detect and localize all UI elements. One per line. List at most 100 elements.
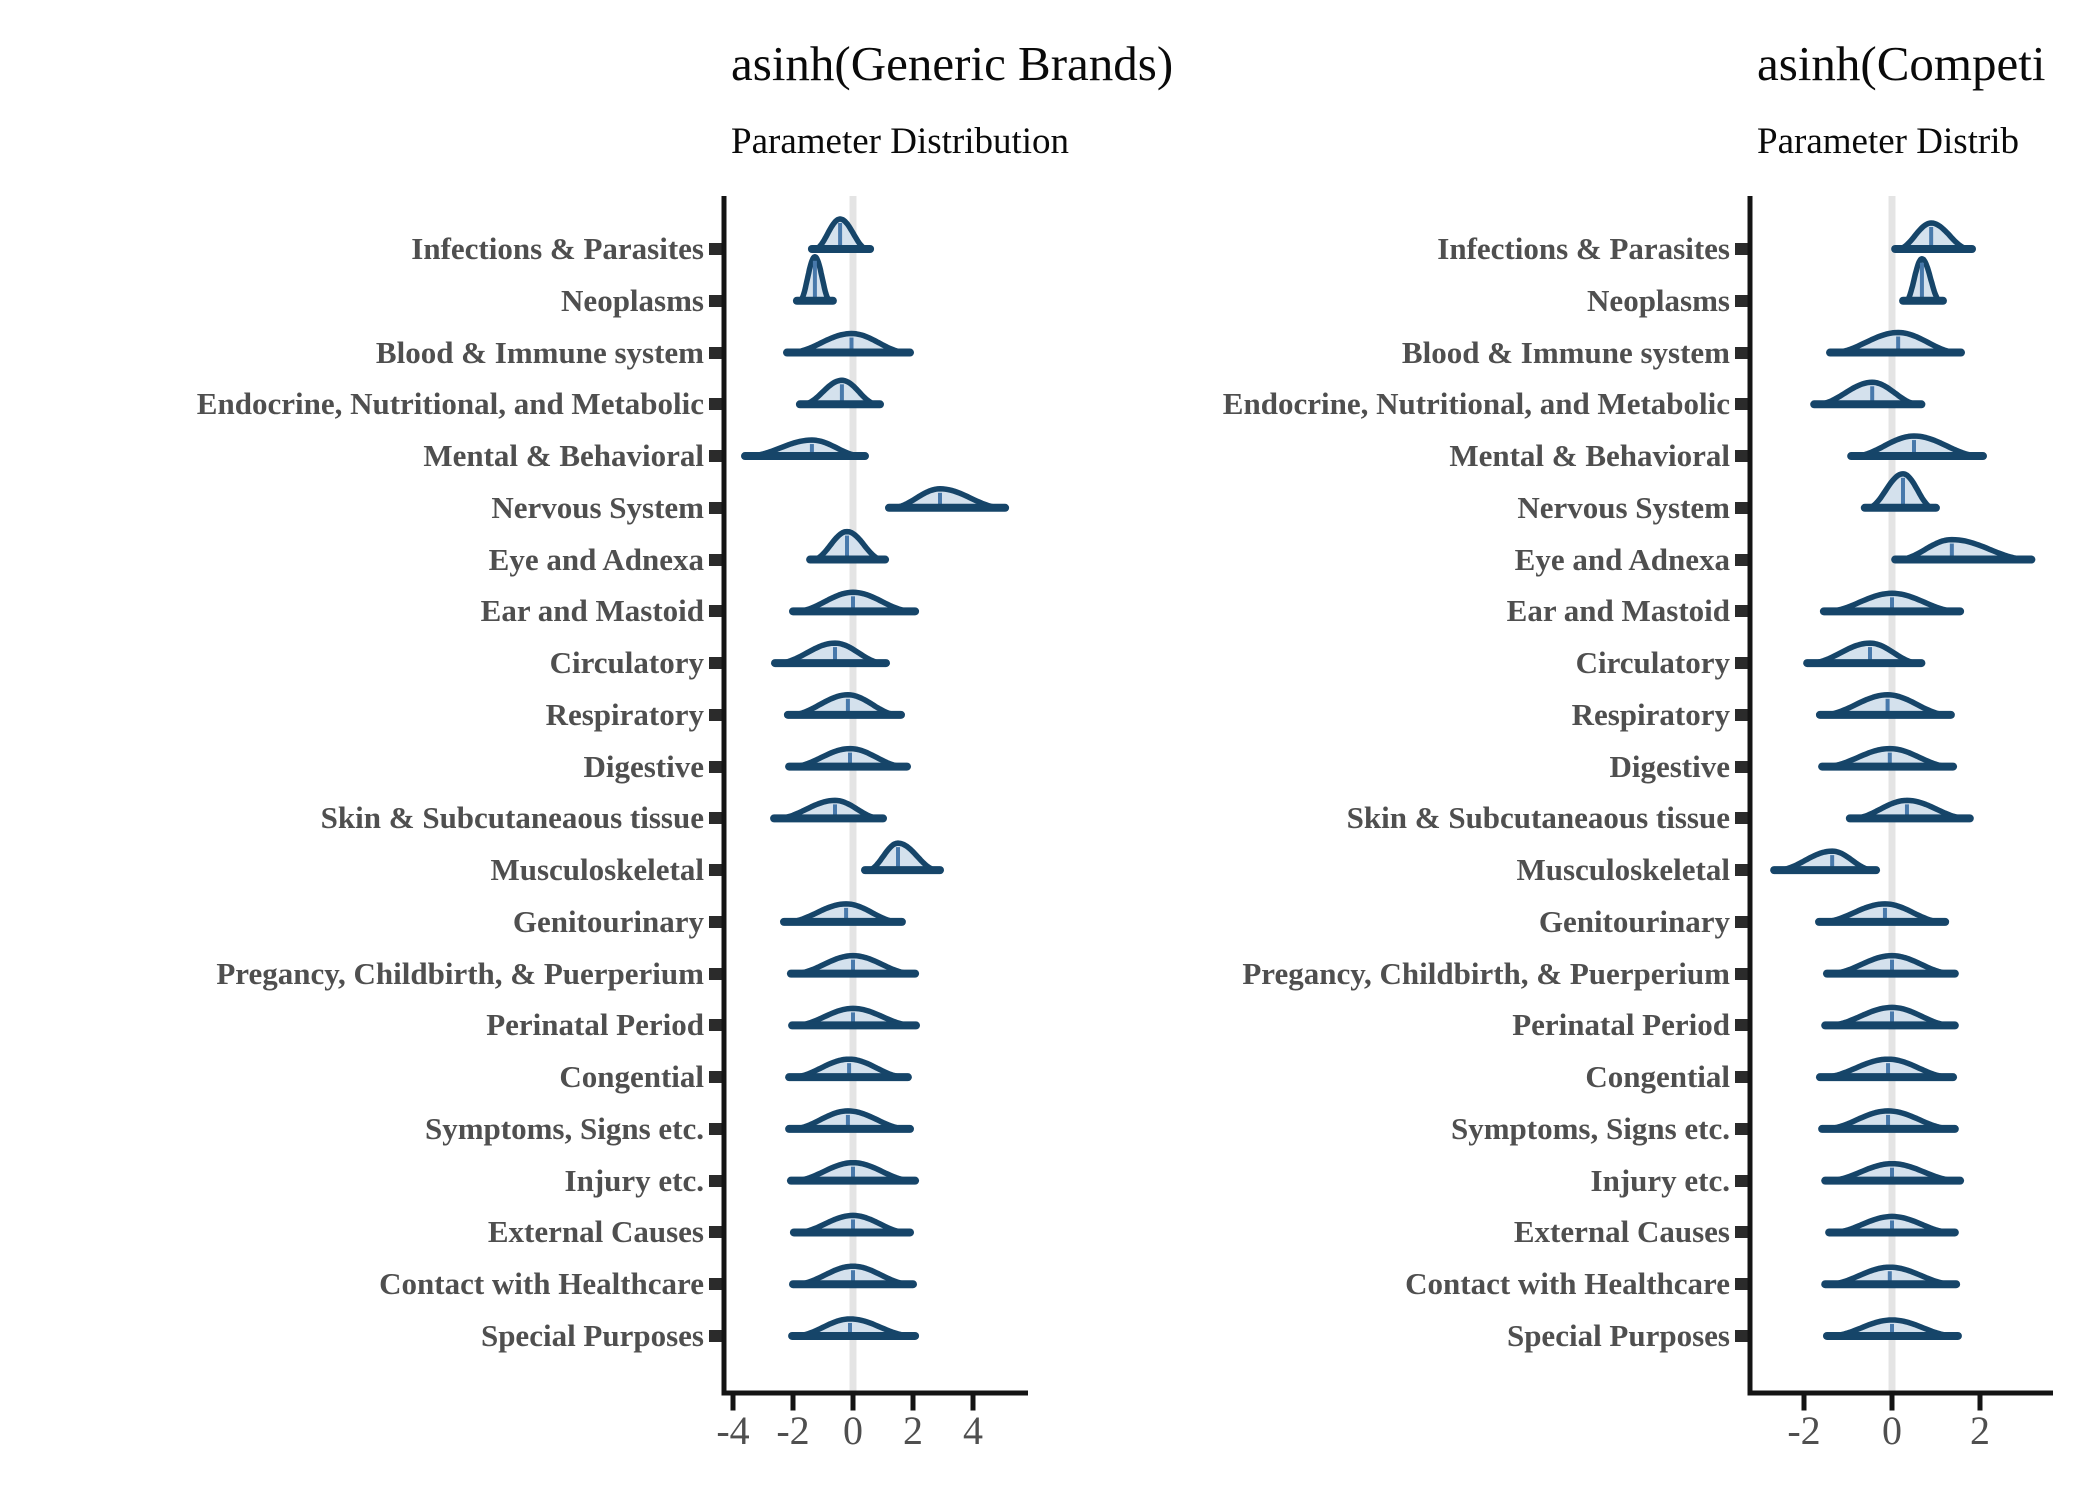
- density-curve: [788, 692, 901, 718]
- category-label: Blood & Immune system: [375, 334, 704, 370]
- category-label: Perinatal Period: [1512, 1007, 1730, 1043]
- y-axis-tick: [1735, 812, 1749, 825]
- category-label: Endocrine, Nutritional, and Metabolic: [1222, 386, 1730, 422]
- category-label: Eye and Adnexa: [488, 541, 704, 577]
- category-label: Ear and Mastoid: [480, 593, 704, 629]
- x-axis-tick: [1801, 1395, 1807, 1411]
- y-axis-tick: [709, 812, 723, 825]
- density-curve: [1830, 329, 1961, 356]
- x-tick-label: -2: [776, 1408, 810, 1453]
- category-label: Skin & Subcutaneaous tissue: [1346, 800, 1730, 836]
- y-axis-tick: [709, 1329, 723, 1342]
- panel-title: asinh(Competi: [1757, 36, 2046, 91]
- y-axis-tick: [1735, 1019, 1749, 1032]
- x-axis-tick: [970, 1395, 976, 1411]
- category-label: Infections & Parasites: [1437, 231, 1730, 266]
- density-curve: [1814, 379, 1922, 408]
- ridge-row: [1845, 797, 1974, 823]
- y-axis-tick: [709, 553, 723, 566]
- category-label: Nervous System: [1517, 489, 1730, 525]
- x-axis-tick: [1977, 1395, 1983, 1411]
- ridge-row: [1891, 536, 2036, 564]
- density-curve: [1820, 692, 1951, 718]
- category-label: Endocrine, Nutritional, and Metabolic: [196, 386, 704, 422]
- category-label: Musculoskeletal: [1516, 852, 1730, 888]
- ridge-row: [885, 486, 1010, 512]
- ridge-row: [1818, 1108, 1959, 1133]
- category-label: Pregancy, Childbirth, & Puerperium: [216, 955, 704, 991]
- y-axis-tick: [709, 760, 723, 773]
- y-axis-tick: [1735, 1174, 1749, 1187]
- x-tick-label: -2: [1787, 1408, 1821, 1453]
- ridge-row: [1821, 1004, 1959, 1030]
- y-axis-tick: [709, 294, 723, 307]
- category-label: Mental & Behavioral: [423, 438, 704, 474]
- category-label: Ear and Mastoid: [1506, 593, 1730, 629]
- x-tick-label: 0: [1882, 1408, 1902, 1453]
- category-label: Special Purposes: [480, 1317, 704, 1353]
- y-axis-tick: [1735, 243, 1749, 255]
- y-axis-tick: [709, 450, 723, 463]
- ridge-row: [770, 797, 887, 823]
- category-label: Contact with Healthcare: [379, 1266, 704, 1302]
- ridge-row: [783, 330, 914, 357]
- category-label: Special Purposes: [1506, 1317, 1730, 1353]
- y-axis-tick: [1735, 1226, 1749, 1239]
- ridge-row: [785, 1056, 912, 1082]
- y-axis-tick: [1735, 915, 1749, 928]
- category-label: Infections & Parasites: [411, 231, 704, 266]
- y-axis-tick: [709, 1019, 723, 1032]
- y-axis-tick: [1735, 760, 1749, 773]
- y-axis-tick: [1735, 1122, 1749, 1135]
- y-axis-tick: [1735, 294, 1749, 307]
- y-axis-tick: [1735, 553, 1749, 566]
- ridge-row: [783, 692, 905, 719]
- ridge-row: [792, 254, 837, 305]
- ridge-row: [806, 528, 890, 564]
- ridge-row: [795, 377, 884, 409]
- y-axis-tick: [1735, 864, 1749, 877]
- x-axis-tick: [850, 1395, 856, 1411]
- category-label: Pregancy, Childbirth, & Puerperium: [1242, 955, 1730, 991]
- ridge-row: [786, 952, 920, 978]
- y-axis-tick: [709, 864, 723, 877]
- y-axis-line: [721, 196, 727, 1396]
- ridge-row: [785, 745, 911, 771]
- ridge-row: [807, 216, 875, 253]
- panel-subtitle: Parameter Distrib: [1757, 121, 2019, 162]
- y-axis-tick: [709, 398, 723, 411]
- ridge-row: [788, 1316, 920, 1340]
- ridge-row: [1815, 1056, 1958, 1082]
- category-label: Injury etc.: [564, 1162, 704, 1198]
- y-axis-tick: [709, 243, 723, 255]
- zero-gridline: [849, 196, 857, 1391]
- density-curve: [775, 640, 886, 666]
- zero-gridline: [1888, 196, 1896, 1391]
- ridge-row: [789, 589, 920, 616]
- x-axis-tick: [910, 1395, 916, 1411]
- y-axis-tick: [709, 501, 723, 514]
- y-axis-tick: [709, 1174, 723, 1187]
- y-axis-tick: [709, 1071, 723, 1084]
- y-axis-tick: [1735, 398, 1749, 411]
- ridge-row: [1825, 1213, 1959, 1237]
- y-axis-tick: [709, 915, 723, 928]
- y-axis-tick: [709, 1122, 723, 1135]
- category-label: Genitourinary: [512, 903, 704, 939]
- x-tick-label: 4: [963, 1408, 983, 1453]
- density-curve: [1895, 220, 1972, 252]
- y-axis-tick: [1735, 1071, 1749, 1084]
- category-label: Congential: [559, 1059, 704, 1095]
- density-curve: [1807, 640, 1922, 666]
- ridge-row: [1821, 1264, 1961, 1289]
- ridge-row: [1819, 590, 1965, 616]
- x-axis-tick: [730, 1395, 736, 1411]
- ridge-row: [1891, 220, 1976, 253]
- category-label: Congential: [1585, 1059, 1730, 1095]
- ridge-row: [1810, 379, 1926, 409]
- category-label: Skin & Subcutaneaous tissue: [320, 800, 704, 836]
- y-axis-tick: [709, 346, 723, 359]
- category-label: External Causes: [1513, 1214, 1730, 1250]
